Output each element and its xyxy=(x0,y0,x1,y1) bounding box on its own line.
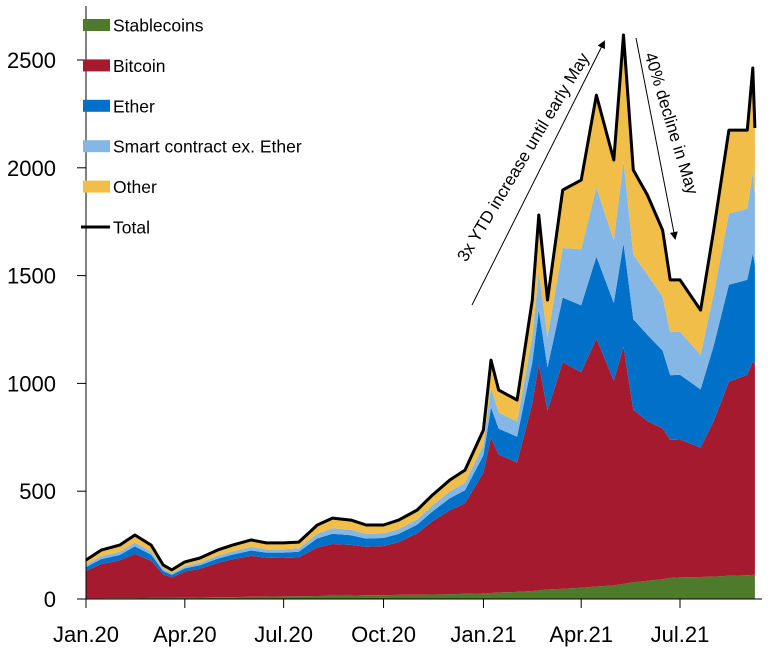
total-line-group xyxy=(85,33,757,572)
legend-label: Smart contract ex. Ether xyxy=(113,137,302,157)
legend: Stablecoins Bitcoin Ether Smart contract ex… xyxy=(81,16,302,238)
legend-swatch xyxy=(83,19,110,31)
x-tick-label: Apr.20 xyxy=(153,622,217,647)
y-tick-label: 2000 xyxy=(7,156,56,181)
area-ether xyxy=(86,243,755,578)
legend-swatch xyxy=(83,140,110,153)
y-tick-label: 2500 xyxy=(7,48,56,73)
legend-label: Total xyxy=(113,218,150,238)
legend-label: Bitcoin xyxy=(113,56,166,76)
legend-label: Ether xyxy=(113,96,155,116)
x-tick-label: Oct.20 xyxy=(351,622,416,647)
legend-swatch xyxy=(83,99,110,112)
x-tick-label: Jul.21 xyxy=(651,622,710,647)
x-tick-label: Jul.20 xyxy=(254,622,313,647)
y-tick-label: 1000 xyxy=(7,371,56,396)
annotation-arrow-increase xyxy=(471,40,605,306)
annotation-arrow-decline xyxy=(635,37,678,240)
area-bitcoin xyxy=(86,338,755,599)
area-stablecoins xyxy=(86,574,755,599)
x-tick-label: Jan.20 xyxy=(53,622,119,647)
legend-swatch xyxy=(83,59,110,72)
x-tick-label: Apr.21 xyxy=(549,622,613,647)
legend-label: Stablecoins xyxy=(113,16,204,36)
x-tick-label: Jan.21 xyxy=(450,622,516,647)
area-smart-contract-ex-ether xyxy=(86,161,755,575)
area-layers xyxy=(86,35,755,599)
axes: 0 500 1000 1500 2000 2500 Jan.20 Apr.20 Jul.20 Oc… xyxy=(7,6,762,647)
y-tick-label: 500 xyxy=(19,479,56,504)
annotation-decline: 40% decline in May xyxy=(641,50,702,197)
legend-label: Other xyxy=(113,177,157,197)
legend-swatch xyxy=(83,180,110,193)
y-tick-label: 0 xyxy=(44,587,56,612)
y-tick-label: 1500 xyxy=(7,264,56,289)
total-line xyxy=(85,33,757,572)
area-other xyxy=(86,35,755,574)
